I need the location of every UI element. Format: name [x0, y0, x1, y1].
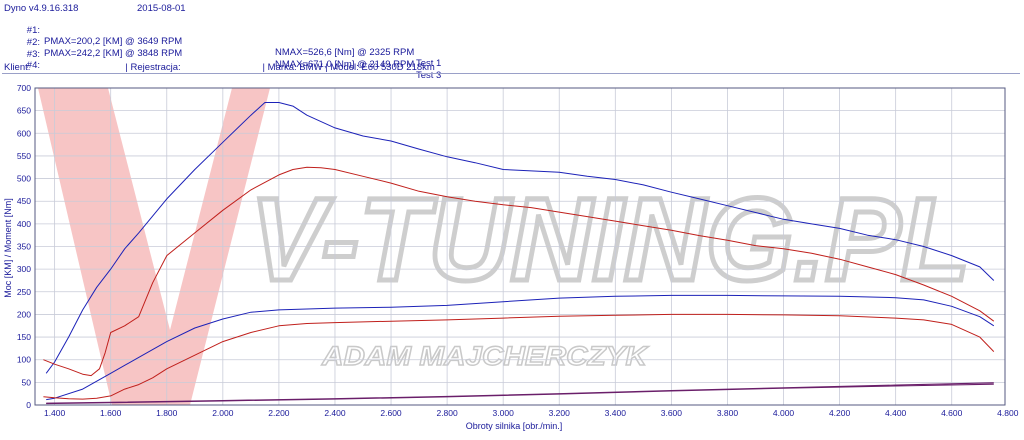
series-power-test-1: [43, 313, 995, 400]
run-number: #3:: [26, 49, 40, 60]
run-test: Test 3: [416, 70, 442, 81]
x-tick-label: 4.000: [773, 408, 795, 418]
series-torque-test-1: [43, 166, 995, 377]
y-tick-label: 250: [17, 287, 31, 297]
y-tick-label: 600: [17, 128, 31, 138]
run-row-3: #3:: [20, 38, 40, 71]
software-version: Dyno v4.9.16.318: [4, 3, 79, 14]
watermark-v-shape: [38, 88, 270, 405]
x-tick-label: 3.000: [493, 408, 515, 418]
run-pmax: PMAX=242,2 [KM] @ 3848 RPM: [44, 48, 183, 59]
watermark-brand-text: V-TUNING.PL: [250, 174, 970, 306]
y-tick-label: 300: [17, 264, 31, 274]
run-row-2: #2: PMAX=242,2 [KM] @ 3848 RPM NMAX=671,…: [20, 26, 442, 81]
series-power-test-3: [46, 294, 995, 401]
watermark-name-text: ADAM MAJCHERCZYK: [321, 341, 650, 371]
y-tick-label: 650: [17, 106, 31, 116]
x-tick-label: 2.600: [380, 408, 402, 418]
x-axis-label: Obroty silnika [obr./min.]: [466, 421, 563, 431]
run-row-4: #4:: [20, 49, 40, 82]
chart-series: [43, 102, 995, 405]
x-tick-label: 3.200: [549, 408, 571, 418]
run-number: #1:: [26, 25, 40, 36]
x-tick-label: 3.800: [717, 408, 739, 418]
y-tick-label: 550: [17, 151, 31, 161]
x-tick-label: 2.200: [268, 408, 290, 418]
y-tick-label: 350: [17, 242, 31, 252]
x-tick-label: 2.400: [324, 408, 346, 418]
test-date: 2015-08-01: [137, 3, 186, 14]
x-tick-label: 2.800: [436, 408, 458, 418]
x-tick-label: 4.200: [829, 408, 851, 418]
run-test: Test 1: [416, 58, 442, 69]
y-tick-label: 150: [17, 332, 31, 342]
plot-frame: [34, 87, 1006, 406]
x-tick-label: 3.600: [661, 408, 683, 418]
x-tick-label: 2.000: [212, 408, 234, 418]
x-tick-label: 4.400: [885, 408, 907, 418]
chart-axes: 0 50 100 150 200 250 300 350 400 450 500 550 600 650 7…: [17, 83, 1019, 418]
x-tick-label: 3.400: [605, 408, 627, 418]
y-tick-label: 200: [17, 309, 31, 319]
run-pmax: PMAX=200,2 [KM] @ 3649 RPM: [44, 36, 183, 47]
series-loss-test-1: [46, 383, 994, 405]
run-nmax: NMAX=671,0 [Nm] @ 2149 RPM: [275, 59, 415, 70]
x-tick-label: 1.800: [156, 408, 178, 418]
y-axis-label: Moc [KM] / Moment [Nm]: [3, 198, 13, 298]
x-tick-label: 1.400: [44, 408, 66, 418]
series-torque-test-3: [45, 102, 995, 374]
watermark-logo: V-TUNING.PL ADAM MAJCHERCZYK: [38, 88, 973, 405]
run-number: #4:: [26, 60, 40, 71]
y-tick-label: 50: [22, 377, 32, 387]
run-row-1: #1: PMAX=200,2 [KM] @ 3649 RPM NMAX=526,…: [20, 14, 442, 69]
x-tick-label: 4.800: [997, 408, 1019, 418]
x-tick-label: 4.600: [941, 408, 963, 418]
y-tick-label: 700: [17, 83, 31, 93]
header-divider: [2, 73, 1020, 74]
y-tick-label: 400: [17, 219, 31, 229]
x-tick-label: 1.600: [100, 408, 122, 418]
y-tick-label: 500: [17, 174, 31, 184]
vehicle-info-line: Klient: | Rejestracja: | Marka: BMW | Mo…: [4, 62, 435, 73]
run-number: #2:: [26, 37, 40, 48]
run-nmax: NMAX=526,6 [Nm] @ 2325 RPM: [275, 47, 415, 58]
y-tick-label: 100: [17, 355, 31, 365]
y-tick-label: 0: [26, 400, 31, 410]
y-tick-label: 450: [17, 196, 31, 206]
